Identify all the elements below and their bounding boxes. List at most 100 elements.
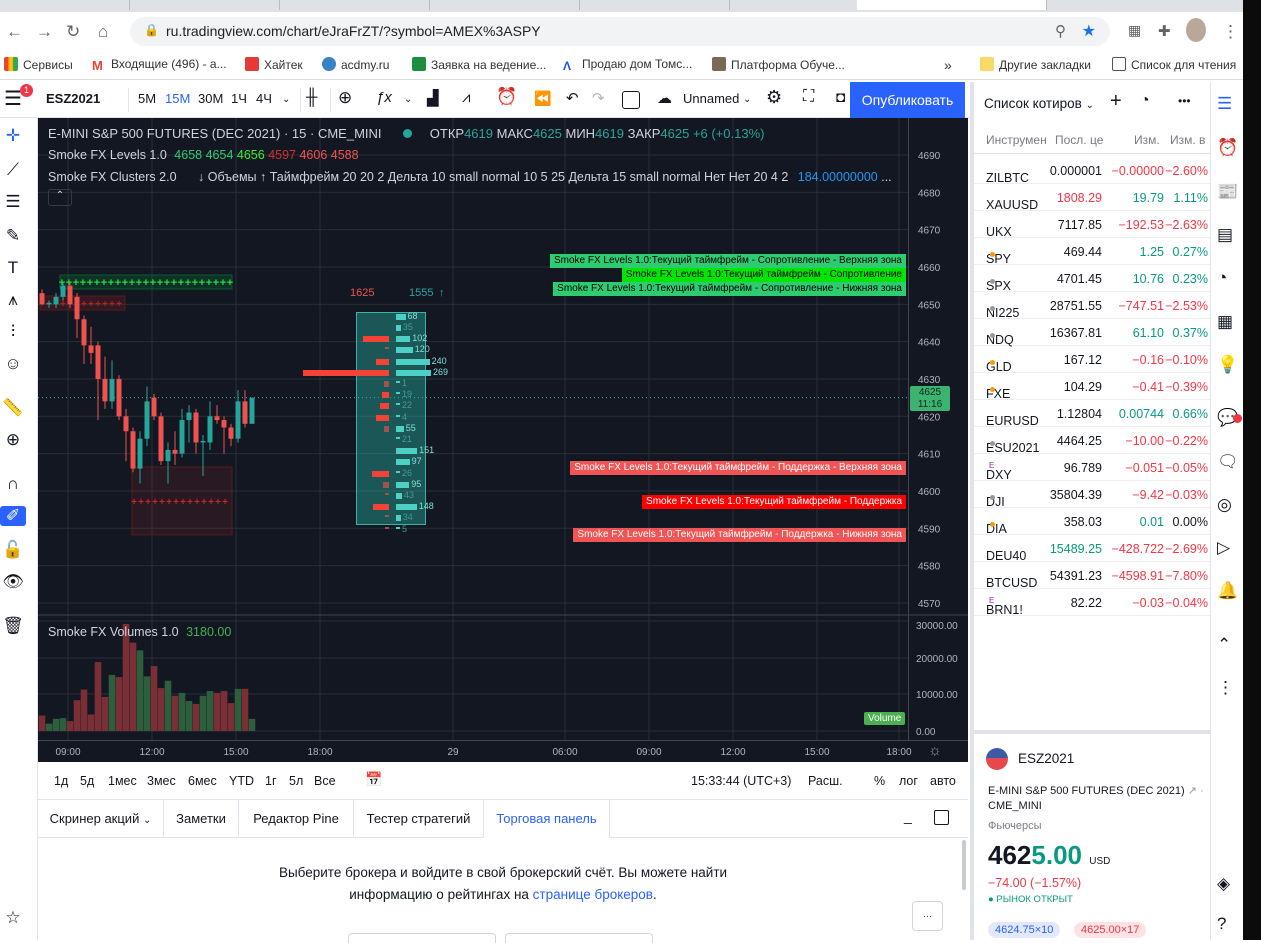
watchlist-row[interactable]: ESU2021 4464.25 −10.00 −0.22% xyxy=(974,427,1210,455)
watchlist-row[interactable]: DJI 35804.39 −9.42 −0.03% xyxy=(974,481,1210,509)
maximize-panel-icon[interactable] xyxy=(934,810,949,825)
indicators-fx-icon[interactable]: ƒx xyxy=(376,89,392,106)
watchlist-icon[interactable]: ☰ xyxy=(1217,94,1233,113)
tab-trading-panel[interactable]: Торговая панель xyxy=(484,800,610,838)
prediction-icon[interactable]: ⫶ xyxy=(10,322,16,341)
browser-tab[interactable] xyxy=(580,0,730,10)
url-input[interactable]: 🔒 ru.tradingview.com/chart/eJraFrZT/?sym… xyxy=(130,17,1110,46)
go-to-date-icon[interactable]: 📅 xyxy=(365,771,383,787)
minimize-panel-icon[interactable]: _ xyxy=(904,808,912,824)
percent-scale-toggle[interactable]: % xyxy=(874,774,886,788)
fib-icon[interactable]: ☰ xyxy=(5,192,21,211)
column-header-last[interactable]: Посл. це xyxy=(1055,133,1104,147)
scrollbar[interactable] xyxy=(962,840,966,890)
range-6m[interactable]: 6мес xyxy=(188,774,217,788)
browser-tab[interactable] xyxy=(0,0,130,10)
screenshot-camera-icon[interactable]: ◘ xyxy=(836,89,846,106)
notifications-bell-icon[interactable]: 🔔 xyxy=(1217,581,1239,600)
chats-icon[interactable]: 💬 xyxy=(1217,408,1239,427)
tab-notes[interactable]: Заметки xyxy=(164,800,239,838)
column-header-change[interactable]: Изм. xyxy=(1134,133,1160,147)
watchlist-row[interactable]: SPY 469.44 1.25 0.27% xyxy=(974,238,1210,266)
axis-settings-icon[interactable]: ☼ xyxy=(928,742,942,759)
browser-tab[interactable] xyxy=(130,0,280,10)
bookmark-request[interactable]: Заявка на ведение... xyxy=(412,57,546,72)
indicator-clusters-legend[interactable]: Smoke FX Clusters 2.0 ↓ Объемы ↑ Таймфре… xyxy=(48,170,892,184)
magnet-icon[interactable]: ∩ xyxy=(6,474,20,493)
layout-dropdown-icon[interactable]: ⌄ xyxy=(743,94,752,105)
chart-canvas[interactable]: + + + + + + + + + + + + + + + + + + + + + + + + ++ + + + + + + ++ + + + + + +… xyxy=(38,118,968,762)
puzzle-icon[interactable]: ✚ xyxy=(1158,23,1171,40)
external-link-icon[interactable]: ↗ · xyxy=(1187,785,1204,797)
order-panel-icon[interactable]: ⋮ xyxy=(1217,678,1234,697)
text-icon[interactable]: T xyxy=(7,258,19,277)
bookmark-acdmy[interactable]: acdmy.ru xyxy=(322,57,389,72)
lock-icon[interactable]: 🔓 xyxy=(2,540,24,559)
range-3m[interactable]: 3мес xyxy=(147,774,176,788)
collapse-legend-chevron-icon[interactable]: ⌃ xyxy=(48,189,72,206)
bookmark-star-icon[interactable]: ★ xyxy=(1081,23,1096,40)
zoom-in-icon[interactable]: ⊕ xyxy=(5,430,21,449)
more-bookmarks-icon[interactable]: » xyxy=(944,57,952,73)
legend-more[interactable]: ... xyxy=(881,170,892,184)
zoom-icon[interactable]: ⚲ xyxy=(1055,23,1066,40)
range-all[interactable]: Все xyxy=(314,774,336,788)
browser-tab[interactable] xyxy=(280,0,430,10)
chart-area[interactable]: + + + + + + + + + + + + + + + + + + + + + + + + + + + + + + + + + + + + + + + +… xyxy=(38,118,968,762)
bookmark-house[interactable]: Λ Продаю дом Томс... xyxy=(563,57,692,73)
pattern-icon[interactable]: ⩚ xyxy=(8,290,18,309)
data-window-icon[interactable]: ▤ xyxy=(1217,225,1234,244)
watchlist-row[interactable]: NI225 28751.55 −747.51 −2.53% xyxy=(974,292,1210,320)
range-5y[interactable]: 5л xyxy=(289,774,304,788)
column-header-change-pct[interactable]: Изм. в xyxy=(1170,133,1206,147)
reload-icon[interactable]: ↻ xyxy=(66,22,81,41)
indicator-levels-legend[interactable]: Smoke FX Levels 1.0 4658 4654 4656 4597 … xyxy=(48,148,359,162)
range-1m[interactable]: 1мес xyxy=(108,774,137,788)
browser-tab[interactable] xyxy=(730,0,860,10)
add-symbol-icon[interactable]: + xyxy=(1110,90,1122,112)
trend-line-icon[interactable]: ⟋ xyxy=(7,160,19,179)
settings-gear-icon[interactable]: ⚙ xyxy=(766,87,783,107)
browser-tab[interactable] xyxy=(430,0,580,10)
crosshair-icon[interactable]: ✛ xyxy=(5,126,21,145)
more-icon[interactable]: ••• xyxy=(1178,94,1191,108)
emoji-icon[interactable]: ☺ xyxy=(4,354,22,373)
interval-dropdown-icon[interactable]: ⌄ xyxy=(282,94,291,105)
collapse-icon[interactable]: ⌃ xyxy=(1217,635,1232,654)
menu-icon[interactable]: ⋮ xyxy=(1222,22,1239,41)
financials-icon[interactable]: ⩘ xyxy=(462,89,471,106)
templates-icon[interactable]: ▟ xyxy=(427,90,439,107)
watchlist-row[interactable]: NDQ 16367.81 61.10 0.37% xyxy=(974,319,1210,347)
browser-tab-active[interactable] xyxy=(857,0,1047,10)
session-button[interactable]: Расш. xyxy=(808,774,843,788)
publish-button[interactable]: Опубликовать xyxy=(850,82,965,118)
video-ideas-icon[interactable]: ▷ xyxy=(1217,538,1231,557)
messages-icon[interactable]: 🗨 xyxy=(1217,452,1239,471)
price-axis[interactable] xyxy=(908,118,968,740)
range-ytd[interactable]: YTD xyxy=(229,774,254,788)
compare-plus-icon[interactable]: ⊕ xyxy=(338,88,353,107)
watchlist-row[interactable]: DEU40 15489.25 −428.722 −2.69% xyxy=(974,535,1210,563)
profile-avatar[interactable] xyxy=(1186,18,1206,42)
watchlist-row[interactable]: EURUSD 1.12804 0.00744 0.66% xyxy=(974,400,1210,428)
candles-style-icon[interactable]: ╫ xyxy=(306,89,318,106)
reading-list[interactable]: Список для чтения xyxy=(1112,57,1236,72)
watchlist-row[interactable]: SPX 4701.45 10.76 0.23% xyxy=(974,265,1210,293)
watchlist-title-button[interactable]: Список котиров ⌄ xyxy=(984,96,1094,111)
lock-icon[interactable]: 🔒 xyxy=(144,23,159,37)
home-icon[interactable]: ⌂ xyxy=(98,22,109,41)
fullscreen-icon[interactable]: ⛶ xyxy=(803,88,815,105)
help-icon[interactable]: ? xyxy=(1217,914,1227,933)
bookmark-services[interactable]: Сервисы xyxy=(4,57,73,72)
interval-4h[interactable]: 4Ч xyxy=(256,91,272,106)
tab-stock-screener[interactable]: Скринер акций ⌄ xyxy=(38,800,164,838)
range-1d[interactable]: 1д xyxy=(54,774,69,788)
trash-icon[interactable]: 🗑 xyxy=(2,616,24,635)
other-bookmarks[interactable]: Другие закладки xyxy=(980,57,1091,72)
column-header-symbol[interactable]: Инструмен xyxy=(986,133,1047,147)
watchlist-row[interactable]: UKX 7117.85 −192.53 −2.63% xyxy=(974,211,1210,239)
layout-name-button[interactable]: Unnamed xyxy=(683,91,740,106)
brokers-page-link[interactable]: странице брокеров xyxy=(532,887,653,902)
redo-icon[interactable]: ↷ xyxy=(592,90,605,107)
bookmark-hitech[interactable]: Хайтек xyxy=(245,57,303,72)
